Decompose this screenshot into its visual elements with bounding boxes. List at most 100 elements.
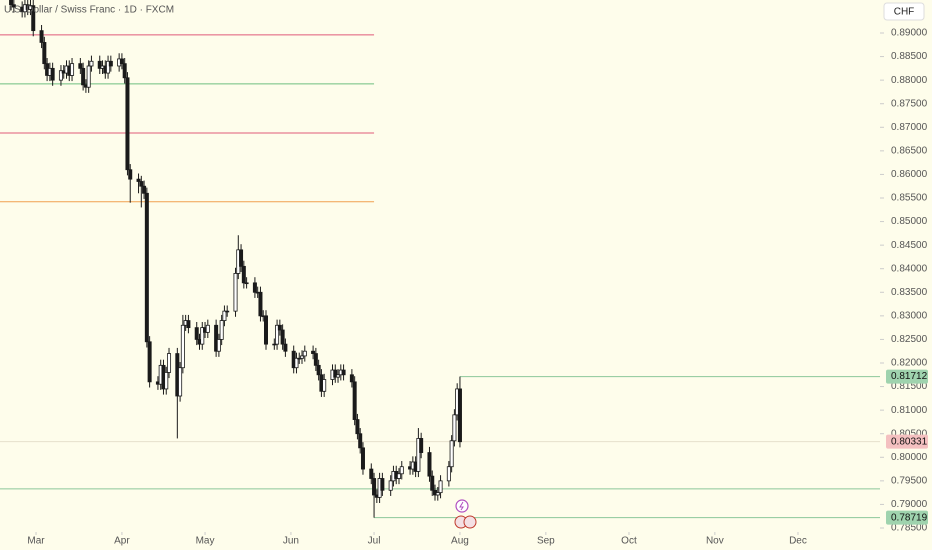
y-tick-label: 0.84000 (891, 263, 928, 274)
price-tag (886, 369, 928, 384)
candle-body (164, 372, 169, 390)
candle-body (186, 320, 191, 329)
candle-body (419, 438, 424, 453)
y-tick-label: 0.89000 (891, 28, 928, 39)
candle-body (39, 30, 44, 43)
y-tick-label: 0.85500 (891, 193, 928, 204)
candle-body (222, 310, 227, 321)
y-tick-label: 0.80500 (891, 428, 928, 439)
y-tick-label: 0.81000 (891, 405, 928, 416)
candle-body (294, 357, 299, 369)
candle-body (430, 475, 435, 491)
candle-body (86, 65, 91, 88)
candle-body (372, 478, 377, 496)
candle-body (97, 60, 102, 69)
y-tick-label: 0.87500 (891, 98, 928, 109)
candle-body (435, 492, 440, 496)
candle-body (302, 350, 307, 357)
candle-body (322, 379, 327, 392)
price-tag (886, 434, 928, 449)
y-tick-label: 0.82000 (891, 358, 928, 369)
x-tick-label: Oct (621, 536, 637, 547)
price-tag-label: 0.78719 (891, 512, 928, 523)
y-tick-label: 0.79000 (891, 499, 928, 510)
event-icon[interactable] (455, 499, 469, 513)
candle-body (108, 60, 113, 67)
candle-body (457, 388, 462, 443)
candle-body (258, 291, 263, 317)
candle-body (452, 414, 457, 442)
x-tick-label: Mar (27, 536, 45, 547)
y-tick-label: 0.86000 (891, 169, 928, 180)
candle-body (81, 67, 86, 86)
candle-body (438, 480, 443, 494)
candle-body (358, 433, 363, 449)
candle-body (125, 77, 130, 171)
candle-body (167, 353, 172, 373)
candle-body (225, 310, 230, 313)
candle-body (194, 327, 199, 340)
plot-area (0, 0, 880, 519)
x-tick-label: May (196, 536, 215, 547)
candle-body (11, 4, 16, 8)
candle-body (360, 447, 365, 470)
candle-body (244, 282, 249, 285)
candle-body (200, 327, 205, 345)
candle-body (311, 350, 316, 354)
x-tick-label: Apr (114, 536, 130, 547)
candle-body (144, 192, 149, 343)
y-tick-label: 0.81500 (891, 381, 928, 392)
y-tick-label: 0.88000 (891, 75, 928, 86)
currency-label: CHF (894, 7, 915, 18)
chart-title: U.S. Dollar / Swiss Franc · 1D · FXCM (4, 5, 174, 16)
x-tick-label: Jul (368, 536, 381, 547)
event-icons (454, 499, 477, 529)
candle-body (416, 438, 421, 472)
candle-body (399, 466, 404, 475)
candle-body (316, 364, 321, 376)
candle-body (449, 440, 454, 468)
candle-body (128, 169, 133, 180)
candle-body (333, 369, 338, 378)
y-tick-label: 0.80000 (891, 452, 928, 463)
candle-body (78, 63, 83, 69)
x-tick-label: Jun (283, 536, 299, 547)
price-tag-label: 0.80331 (891, 436, 928, 447)
event-icon[interactable] (463, 515, 477, 529)
candle-body (178, 367, 183, 397)
x-tick-label: Aug (451, 536, 469, 547)
candle-body (139, 181, 144, 187)
candle-body (388, 480, 393, 491)
candle-body (396, 473, 401, 479)
candle-body (313, 353, 318, 366)
candle-body (427, 452, 432, 477)
candle-body (205, 324, 210, 333)
currency-button[interactable] (883, 2, 925, 21)
candle-body (9, 0, 14, 6)
y-tick-label: 0.82500 (891, 334, 928, 345)
candle-body (300, 355, 305, 359)
candle-body (241, 265, 246, 284)
y-tick-label: 0.88500 (891, 51, 928, 62)
candle-body (352, 381, 357, 420)
candle-body (349, 374, 354, 383)
candle-body (380, 478, 385, 491)
y-tick-label: 0.83000 (891, 310, 928, 321)
candle-body (119, 58, 124, 65)
candle-body (136, 178, 141, 182)
y-tick-label: 0.87000 (891, 122, 928, 133)
candle-body (214, 324, 219, 352)
y-tick-label: 0.86500 (891, 145, 928, 156)
candle-body (283, 343, 288, 352)
candle-body (252, 282, 257, 293)
y-tick-label: 0.79500 (891, 475, 928, 486)
candle-body (263, 315, 268, 345)
candle-body (142, 185, 147, 194)
candle-body (277, 324, 282, 331)
price-tag (886, 510, 928, 525)
x-tick-label: Nov (706, 536, 724, 547)
candle-body (275, 324, 280, 345)
